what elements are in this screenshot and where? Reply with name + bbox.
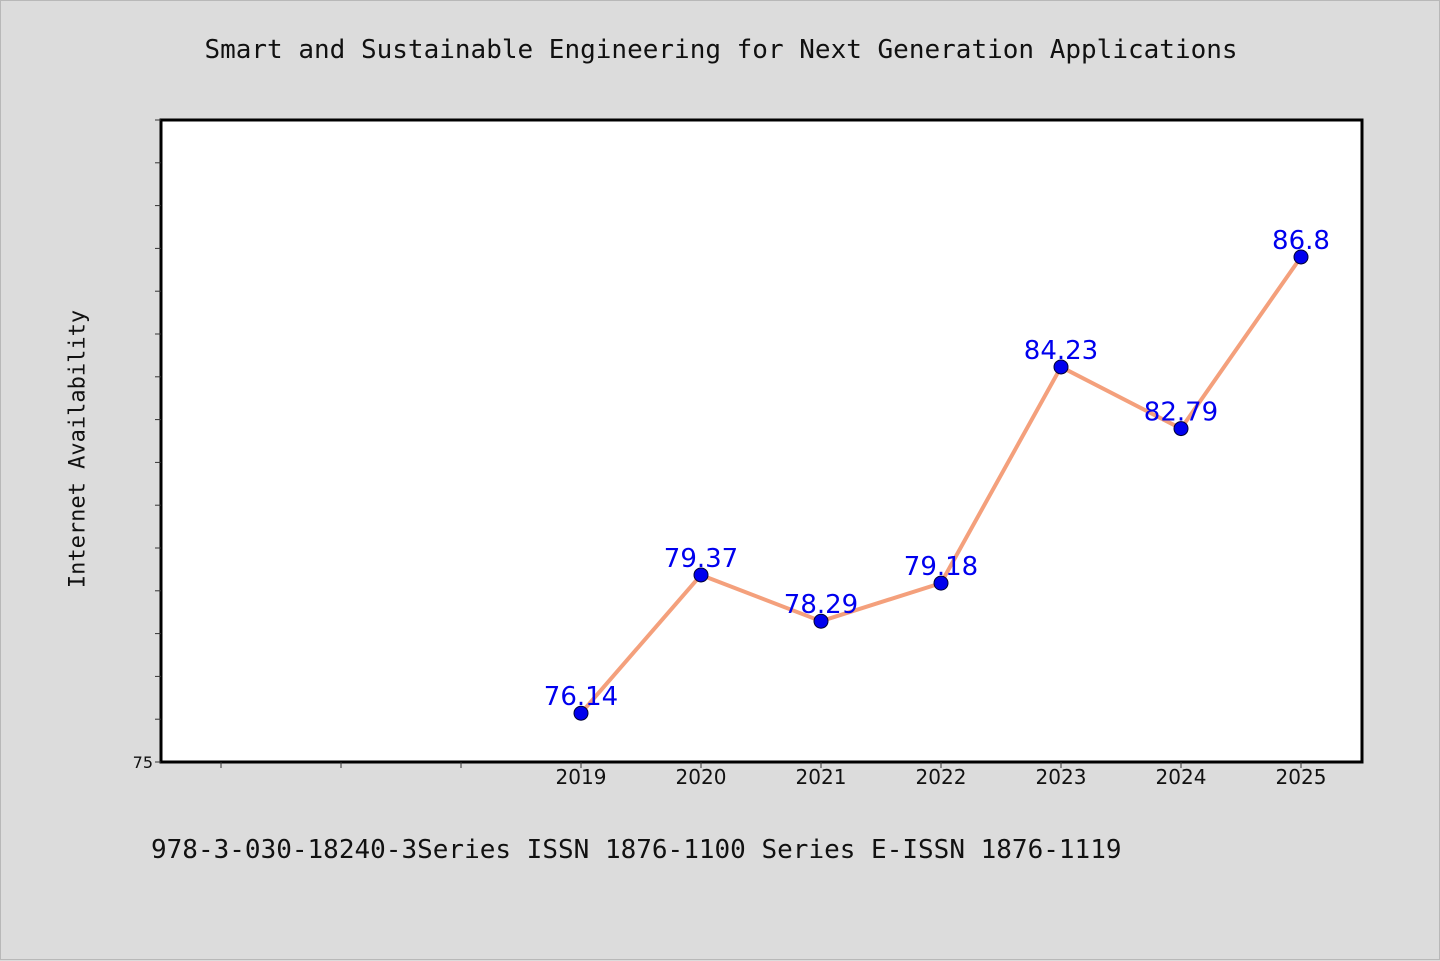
data-point [1173,421,1189,437]
x-tick-label: 2021 [796,765,847,789]
data-point [573,705,589,721]
data-label: 84.23 [1024,336,1098,366]
y-axis-ticks: 75 [133,119,161,772]
x-tick-label: 2022 [916,765,967,789]
data-label: 86.8 [1272,226,1330,256]
data-point [813,613,829,629]
data-point [1053,359,1069,375]
x-axis-ticks: 2019 2020 2021 2022 2023 2024 2025 [220,762,1327,789]
x-tick-label: 2019 [556,765,607,789]
footer-text: 978-3-030-18240-3Series ISSN 1876-1100 S… [151,835,1122,865]
plot-area [159,118,1364,764]
data-point [933,575,949,591]
data-label: 79.37 [664,544,738,574]
y-tick-label: 75 [133,753,153,772]
x-tick-label: 2023 [1036,765,1087,789]
data-label: 82.79 [1144,398,1218,428]
data-label: 76.14 [544,682,618,712]
x-tick-label: 2025 [1276,765,1327,789]
chart-title: Smart and Sustainable Engineering for Ne… [204,35,1238,65]
data-point [1293,249,1309,265]
x-tick-label: 2020 [676,765,727,789]
x-tick-label: 2024 [1156,765,1207,789]
series-group: 76.14 79.37 78.29 79.18 84.23 82.79 86.8 [544,226,1330,721]
data-point [693,567,709,583]
data-label: 79.18 [904,552,978,582]
data-label: 78.29 [784,590,858,620]
